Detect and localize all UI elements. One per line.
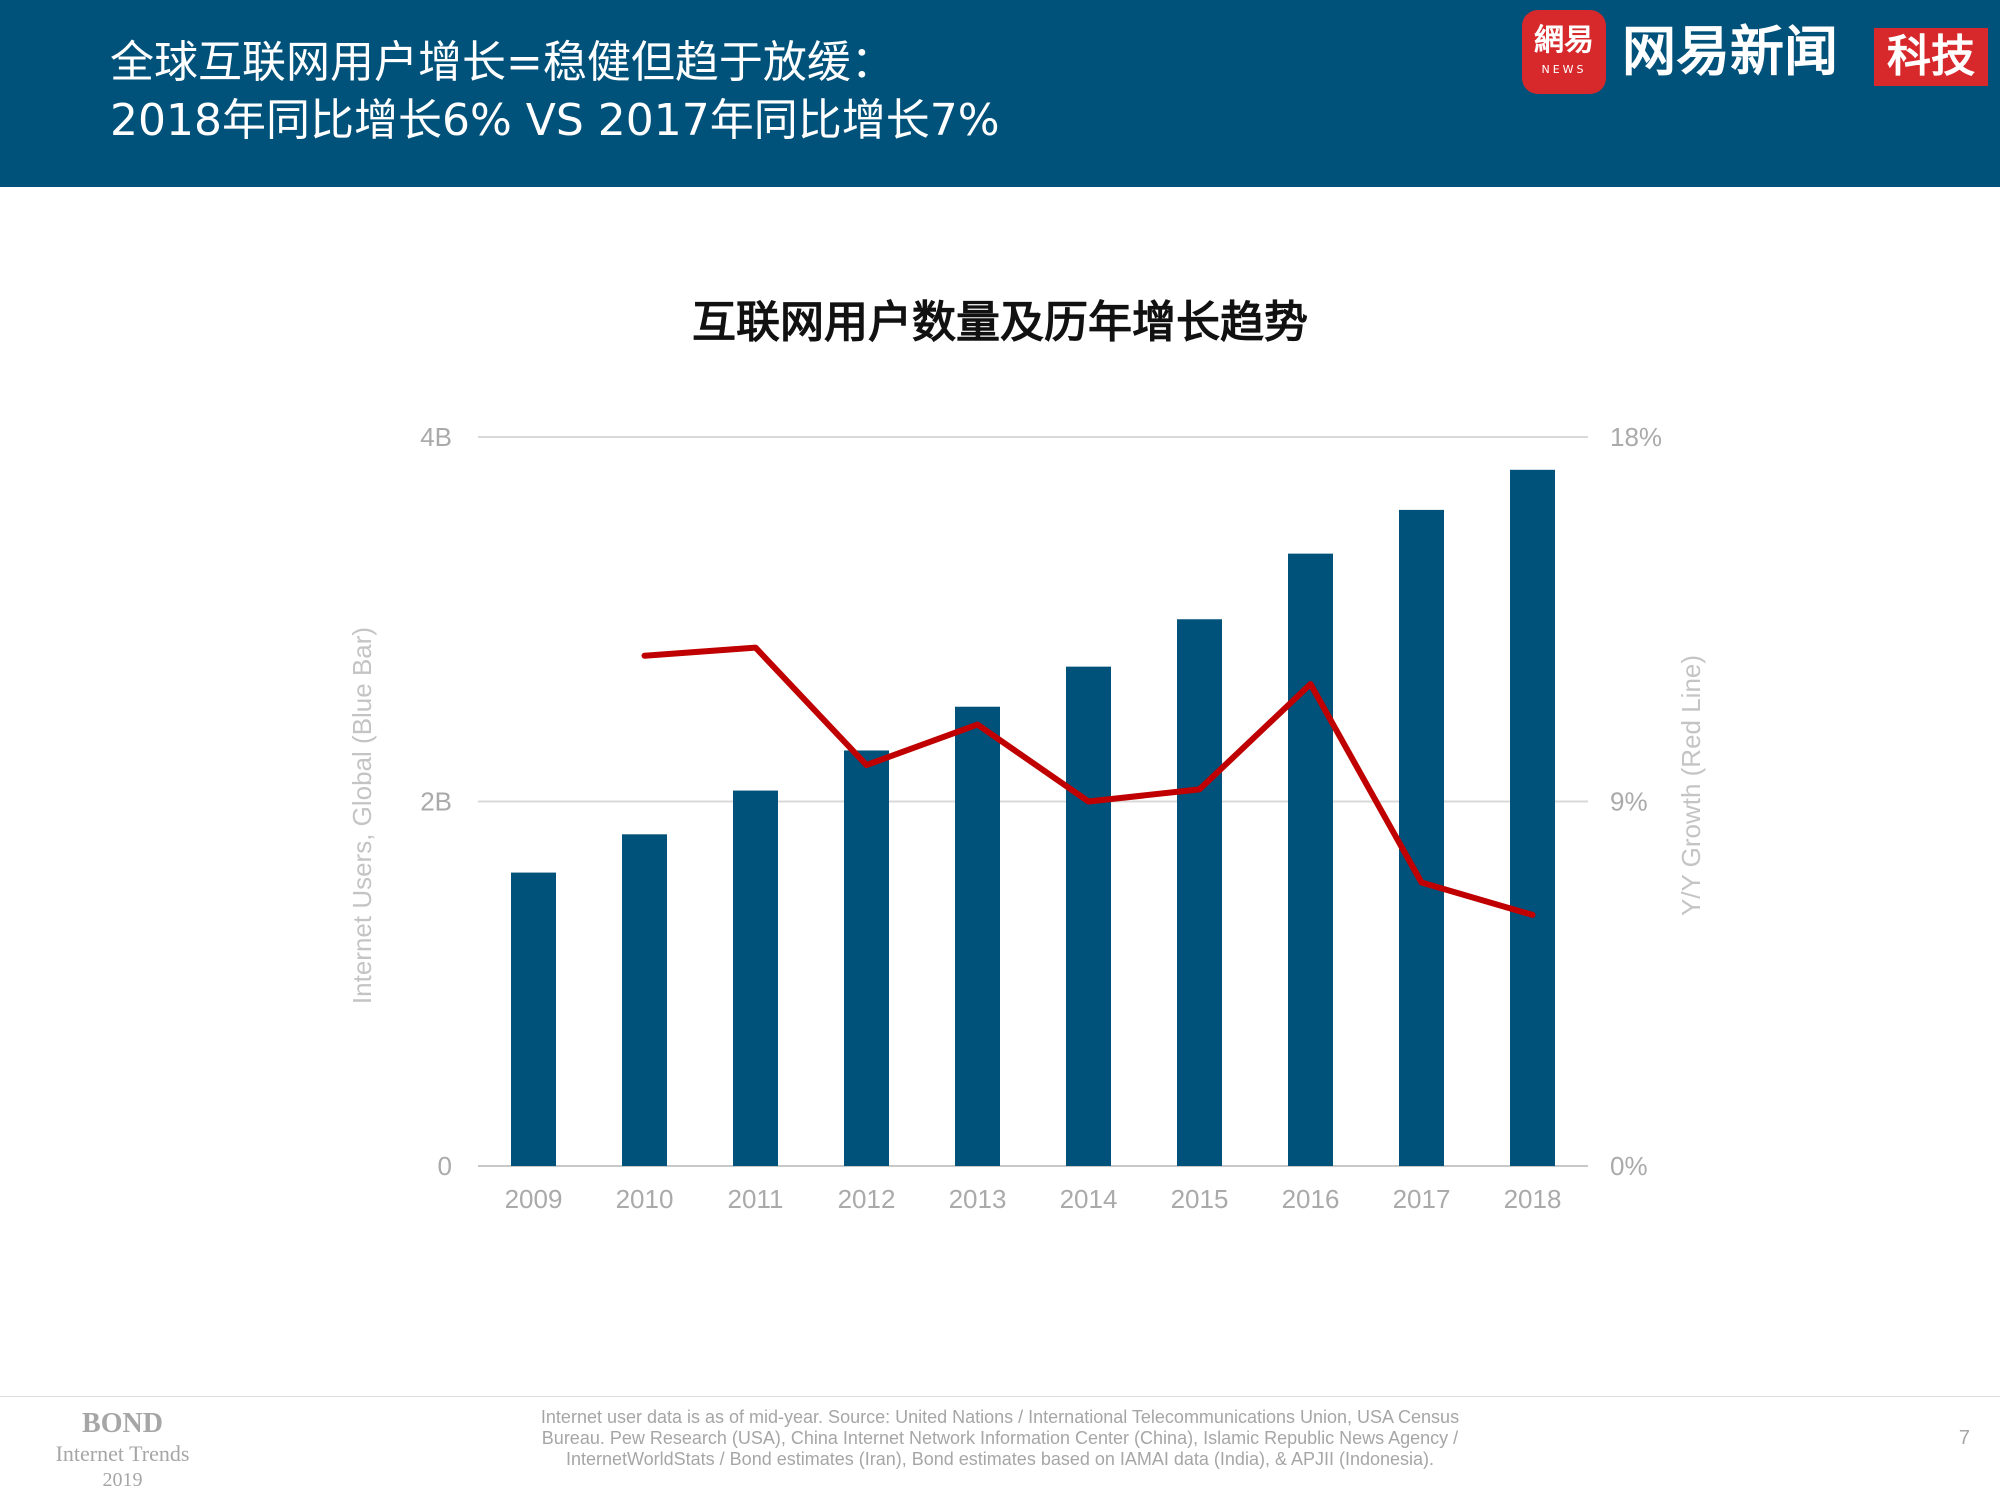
brand-tag: 科技 bbox=[1874, 28, 1988, 86]
badge-chinese-text: 網易 bbox=[1534, 23, 1594, 58]
x-axis-tick-label: 2013 bbox=[949, 1184, 1007, 1214]
bond-logo: BOND Internet Trends 2019 bbox=[30, 1408, 215, 1492]
x-axis-tick-label: 2012 bbox=[838, 1184, 896, 1214]
source-line-3: InternetWorldStats / Bond estimates (Ira… bbox=[565, 1449, 1435, 1469]
chart-title: 互联网用户数量及历年增长趋势 bbox=[692, 297, 1308, 348]
source-line-1: Internet user data is as of mid-year. So… bbox=[540, 1407, 1460, 1427]
bar-internet-users bbox=[622, 834, 667, 1166]
x-axis-tick-label: 2009 bbox=[505, 1184, 563, 1214]
x-axis-tick-label: 2016 bbox=[1282, 1184, 1340, 1214]
badge-english-text: NEWS bbox=[1541, 63, 1587, 76]
bond-logo-subtitle: Internet Trends bbox=[55, 1441, 190, 1466]
bar-internet-users bbox=[1399, 509, 1444, 1166]
x-axis-tick-label: 2014 bbox=[1060, 1184, 1118, 1214]
netease-badge-icon: 網易 NEWS bbox=[1522, 10, 1606, 94]
slide-title: 全球互联网用户增长=稳健但趋于放缓： 2018年同比增长6% VS 2017年同… bbox=[110, 34, 1000, 150]
x-axis-tick-label: 2015 bbox=[1171, 1184, 1229, 1214]
page-number: 7 bbox=[1958, 1427, 1970, 1449]
slide-title-line2: 2018年同比增长6% VS 2017年同比增长7% bbox=[110, 95, 1000, 146]
right-axis-tick-label: 0% bbox=[1610, 1151, 1648, 1181]
x-axis-tick-label: 2018 bbox=[1504, 1184, 1562, 1214]
left-axis-title: Internet Users, Global (Blue Bar) bbox=[347, 627, 377, 1004]
left-axis-tick-label: 0 bbox=[438, 1151, 452, 1181]
netease-news-logo: 網易 NEWS 网易新闻 科技 bbox=[1522, 10, 1992, 94]
right-axis-title: Y/Y Growth (Red Line) bbox=[1676, 655, 1706, 916]
bar-internet-users bbox=[1177, 619, 1222, 1166]
bar-internet-users bbox=[511, 872, 556, 1166]
right-axis-tick-label: 9% bbox=[1610, 787, 1648, 817]
bar-internet-users bbox=[1288, 553, 1333, 1166]
slide-title-line1: 全球互联网用户增长=稳健但趋于放缓： bbox=[110, 37, 895, 88]
left-axis-tick-label: 2B bbox=[420, 787, 452, 817]
bar-internet-users bbox=[733, 790, 778, 1166]
x-axis-tick-label: 2017 bbox=[1393, 1184, 1451, 1214]
bond-logo-title: BOND bbox=[82, 1408, 163, 1439]
bar-internet-users bbox=[1510, 469, 1555, 1166]
brand-name: 网易新闻 bbox=[1622, 20, 1838, 83]
right-axis-tick-label: 18% bbox=[1610, 422, 1662, 452]
source-note: Internet user data is as of mid-year. So… bbox=[470, 1407, 1530, 1470]
bar-internet-users bbox=[1066, 666, 1111, 1166]
line-yoy-growth bbox=[641, 644, 1536, 918]
x-axis-tick-label: 2010 bbox=[616, 1184, 674, 1214]
bar-internet-users bbox=[844, 750, 889, 1166]
source-line-2: Bureau. Pew Research (USA), China Intern… bbox=[541, 1428, 1459, 1448]
bar-internet-users bbox=[955, 706, 1000, 1166]
bond-logo-year: 2019 bbox=[102, 1469, 143, 1491]
header-banner: 全球互联网用户增长=稳健但趋于放缓： 2018年同比增长6% VS 2017年同… bbox=[0, 0, 2000, 187]
chart-area: 0 2B 4B 0% 9% 18% 2009 2010 2011 2012 2013 2014 2015… bbox=[347, 422, 1706, 1214]
x-axis-tick-label: 2011 bbox=[728, 1184, 784, 1214]
left-axis-tick-label: 4B bbox=[420, 422, 452, 452]
footer-divider bbox=[0, 1396, 2000, 1397]
